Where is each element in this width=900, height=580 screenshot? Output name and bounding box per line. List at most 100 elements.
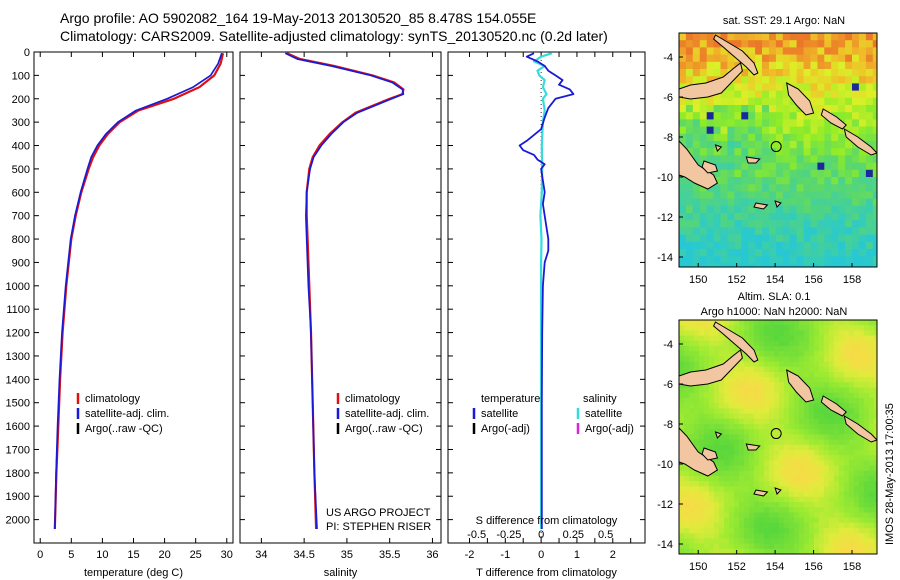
map-cell	[833, 543, 840, 550]
map-cell	[868, 538, 875, 545]
map-cell	[817, 97, 825, 106]
map-cell	[706, 191, 715, 200]
y-tick-label: -10	[657, 459, 673, 471]
map-cell	[704, 502, 710, 508]
difference-panel: -2 -1 0 1 2T difference from climatologysate…	[447, 51, 646, 579]
map-cell	[808, 522, 815, 529]
map-cell	[754, 470, 760, 477]
map-cell	[868, 346, 875, 352]
map-cell	[833, 517, 840, 524]
map-cell	[796, 40, 805, 48]
map-cell	[694, 554, 700, 560]
map-cell	[796, 169, 805, 178]
map-cell	[739, 491, 745, 498]
map-cell	[779, 418, 785, 425]
map-cell	[679, 97, 687, 106]
map-cell	[762, 213, 770, 221]
map-cell	[754, 543, 760, 550]
map-cell	[828, 372, 835, 378]
map-cell	[818, 522, 825, 529]
legend-label: Argo(..raw -QC)	[345, 423, 423, 435]
map-cell	[729, 465, 735, 472]
map-cell	[865, 177, 874, 185]
map-cell	[749, 507, 755, 513]
map-cell	[749, 335, 755, 342]
map-cell	[706, 241, 715, 250]
map-cell	[817, 61, 825, 70]
map-cell	[754, 330, 760, 337]
map-cell	[879, 320, 885, 326]
map-cell	[818, 548, 825, 554]
map-cell	[782, 234, 791, 243]
map-cell	[724, 470, 730, 477]
map-cell	[813, 366, 820, 373]
map-cell	[679, 424, 685, 430]
map-cell	[782, 97, 791, 106]
map-cell	[789, 346, 795, 352]
map-cell	[704, 408, 710, 415]
map-cell	[769, 234, 777, 243]
map-cell	[699, 444, 705, 451]
map-cell	[729, 450, 735, 456]
map-cell	[741, 220, 749, 228]
map-cell	[848, 528, 855, 534]
map-cell	[782, 220, 791, 228]
map-cell	[828, 429, 835, 435]
map-cell	[759, 372, 765, 378]
map-cell	[713, 105, 722, 113]
map-cell	[794, 465, 800, 472]
map-cell	[699, 434, 705, 441]
map-cell	[704, 554, 710, 560]
map-cell	[706, 213, 715, 221]
map-cell	[796, 227, 805, 236]
map-cell	[724, 543, 730, 550]
map-cell	[719, 507, 725, 513]
map-cell	[775, 234, 784, 243]
map-cell	[784, 387, 790, 394]
map-cell	[789, 434, 795, 441]
map-cell	[692, 148, 701, 156]
y-tick-label: 0	[24, 47, 30, 59]
map-cell	[796, 191, 805, 200]
map-field	[679, 33, 877, 267]
map-cell	[779, 496, 785, 503]
map-cell	[858, 377, 865, 383]
map-cell	[784, 429, 790, 435]
map-cell	[873, 486, 877, 493]
map-cell	[734, 263, 742, 267]
salinity-tick-label: 0.5	[598, 529, 613, 541]
map-cell	[828, 340, 835, 347]
map-cell	[879, 367, 885, 373]
map-cell	[719, 387, 725, 394]
map-cell	[823, 496, 830, 503]
map-cell	[754, 496, 760, 503]
map-cell	[872, 76, 877, 84]
map-cell	[784, 403, 790, 409]
map-cell	[769, 119, 777, 128]
map-cell	[838, 424, 845, 430]
map-cell	[692, 112, 701, 120]
map-cell	[694, 398, 700, 404]
map-cell	[704, 476, 710, 482]
map-cell	[858, 241, 867, 250]
map-cell	[858, 155, 867, 164]
map-cell	[848, 325, 855, 331]
map-cell	[734, 198, 742, 207]
map-cell	[744, 507, 750, 513]
map-cell	[833, 491, 840, 498]
map-cell	[679, 517, 685, 524]
map-cell	[699, 429, 705, 435]
map-cell	[789, 528, 795, 534]
map-cell	[853, 372, 860, 378]
map-cell	[833, 502, 840, 508]
map-cell	[744, 434, 750, 441]
map-cell	[804, 434, 810, 441]
map-cell	[823, 512, 830, 519]
map-cell	[719, 486, 725, 493]
map-cell	[684, 507, 690, 513]
map-cell	[759, 522, 765, 529]
map-cell	[872, 205, 877, 214]
map-cell	[769, 491, 775, 498]
map-cell	[818, 512, 825, 519]
map-cell	[704, 439, 710, 446]
